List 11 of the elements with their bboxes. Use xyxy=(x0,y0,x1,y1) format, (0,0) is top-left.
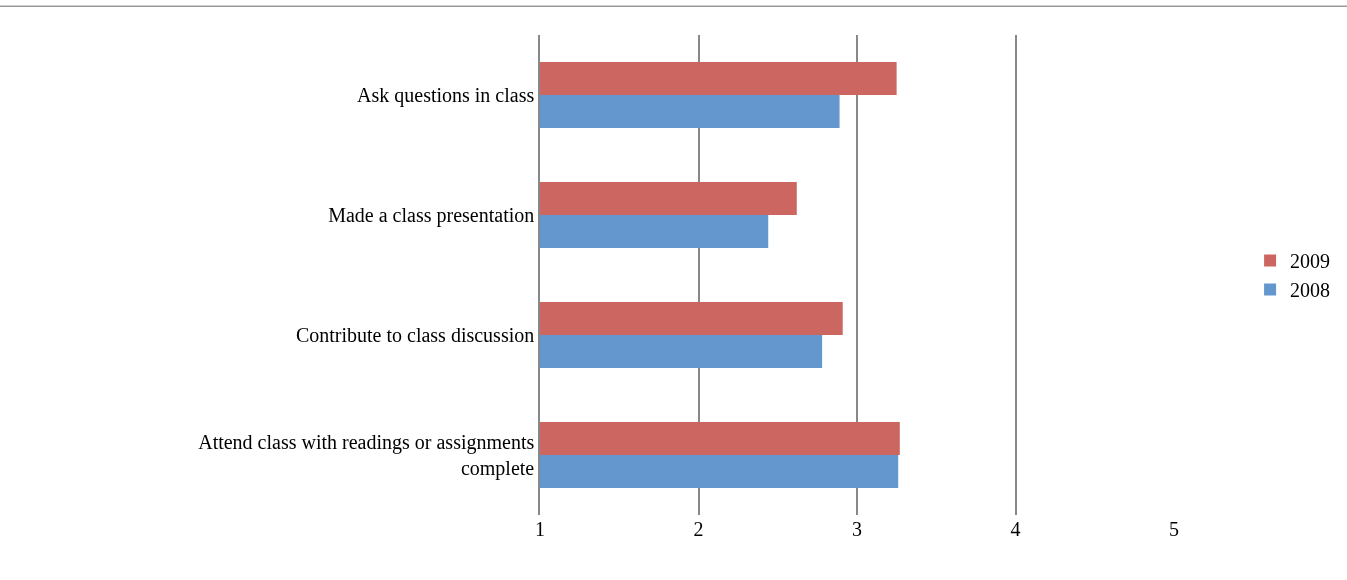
legend-label: 2008 xyxy=(1290,279,1331,302)
x-tick-label: 2 xyxy=(693,518,704,540)
x-tick-label: 1 xyxy=(535,518,545,540)
y-tick-label: Made a class presentation xyxy=(328,204,535,227)
y-tick-label: Attend class with readings or assignments complete xyxy=(198,431,535,480)
x-tick-label: 3 xyxy=(852,518,862,540)
y-tick-label: Contribute to class discussion xyxy=(295,324,535,346)
y-tick-label: Ask questions in class xyxy=(357,84,535,107)
x-tick-label: 4 xyxy=(1010,518,1021,540)
x-tick-label: 5 xyxy=(1169,518,1179,540)
legend-label: 2009 xyxy=(1290,250,1331,273)
